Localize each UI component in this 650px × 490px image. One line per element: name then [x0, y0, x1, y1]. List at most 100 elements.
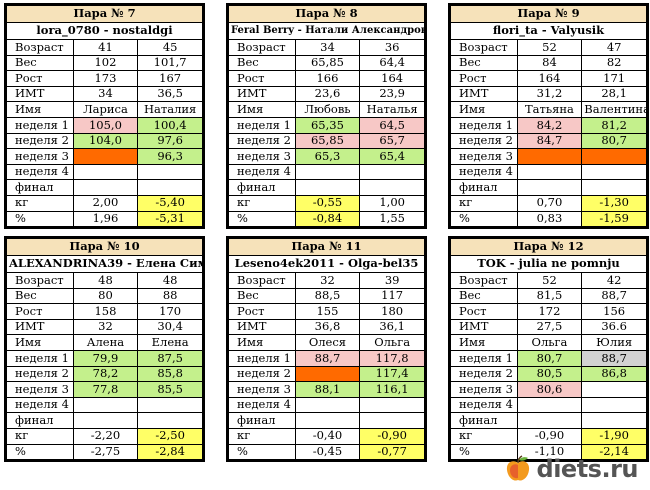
row-label: Возраст	[228, 39, 296, 56]
cell-value: 172	[516, 303, 583, 320]
cell-value: Наталья	[359, 101, 425, 118]
row-week3: неделя 3 96,3	[6, 148, 203, 165]
row-weight: Вес 84 82	[450, 54, 647, 72]
row-week2: неделя 2 104,0 97,6	[6, 132, 203, 150]
cell-value	[72, 412, 139, 429]
row-label: кг	[228, 194, 296, 212]
row-kg: кг -2,20 -2,50	[6, 427, 203, 445]
row-age: Возраст 32 39	[228, 272, 425, 289]
cell-value: -2,50	[137, 427, 203, 445]
cell-value: 180	[359, 303, 425, 320]
cell-value	[581, 148, 647, 165]
row-label: Возраст	[6, 39, 74, 56]
row-week4: неделя 4	[450, 396, 647, 414]
row-label: неделя 2	[6, 132, 74, 150]
row-label: ИМТ	[6, 85, 74, 103]
pair-title: lora_0780 - nostaldgi	[6, 22, 203, 40]
row-week2: неделя 2 65,85 65,7	[228, 132, 425, 150]
cell-value: 117,8	[359, 349, 425, 367]
row-label: неделя 4	[6, 163, 74, 181]
cell-value	[359, 412, 425, 429]
row-pct: % 0,83 -1,59	[450, 210, 647, 228]
pair-title: ALEXANDRINA39 - Елена Симф	[6, 255, 203, 273]
cell-value	[359, 163, 425, 181]
cell-value	[294, 396, 361, 414]
cell-value: 52	[516, 272, 583, 289]
cell-value: 47	[581, 39, 647, 56]
cell-value: -5,31	[137, 210, 203, 228]
cell-value: -0,77	[359, 443, 425, 461]
row-week2: неделя 2 78,2 85,8	[6, 365, 203, 383]
cell-value: 39	[359, 272, 425, 289]
cell-value: Елена	[137, 334, 203, 351]
row-label: неделя 2	[450, 365, 518, 383]
row-final: финал	[228, 179, 425, 196]
row-bmi: ИМТ 31,2 28,1	[450, 85, 647, 103]
row-kg: кг 2,00 -5,40	[6, 194, 203, 212]
row-label: неделя 2	[6, 365, 74, 383]
cell-value: 171	[581, 70, 647, 87]
cell-value	[581, 412, 647, 429]
row-label: неделя 1	[6, 349, 74, 367]
cell-value: 88,7	[294, 349, 361, 367]
row-week2: неделя 2 84,7 80,7	[450, 132, 647, 150]
row-label: Рост	[450, 303, 518, 320]
cell-value: 48	[72, 272, 139, 289]
row-label: Рост	[228, 70, 296, 87]
cell-value	[581, 396, 647, 414]
cell-value: 155	[294, 303, 361, 320]
row-height: Рост 158 170	[6, 303, 203, 320]
row-week4: неделя 4	[450, 163, 647, 181]
row-week3: неделя 3 77,8 85,5	[6, 381, 203, 398]
row-label: Вес	[228, 287, 296, 305]
row-week3: неделя 3 65,3 65,4	[228, 148, 425, 165]
row-label: неделя 4	[6, 396, 74, 414]
row-label: Возраст	[450, 39, 518, 56]
row-week3: неделя 3	[450, 148, 647, 165]
row-label: Рост	[6, 303, 74, 320]
row-bmi: ИМТ 34 36,5	[6, 85, 203, 103]
cell-value: 28,1	[581, 85, 647, 103]
cell-value: 48	[137, 272, 203, 289]
row-height: Рост 166 164	[228, 70, 425, 87]
row-final: финал	[228, 412, 425, 429]
row-week1: неделя 1 79,9 87,5	[6, 349, 203, 367]
cell-value	[581, 163, 647, 181]
row-label: финал	[228, 179, 296, 196]
row-height: Рост 155 180	[228, 303, 425, 320]
row-label: неделя 2	[450, 132, 518, 150]
row-week2: неделя 2 117,4	[228, 365, 425, 383]
row-label: Имя	[450, 334, 518, 351]
cell-value: 87,5	[137, 349, 203, 367]
row-pct: % -1,10 -2,14	[450, 443, 647, 461]
row-label: Вес	[228, 54, 296, 72]
cell-value: 80,7	[581, 132, 647, 150]
row-week4: неделя 4	[228, 396, 425, 414]
cell-value: 0,83	[516, 210, 583, 228]
cell-value: 104,0	[72, 132, 139, 150]
cell-value: 45	[137, 39, 203, 56]
cell-value: Лариса	[72, 101, 139, 118]
row-pct: % -0,84 1,55	[228, 210, 425, 228]
cell-value: -1,59	[581, 210, 647, 228]
cell-value: 36.6	[581, 318, 647, 336]
cell-value: Татьяна	[516, 101, 583, 118]
row-label: неделя 3	[228, 381, 296, 398]
cell-value	[581, 179, 647, 196]
cell-value: 31,2	[516, 85, 583, 103]
cell-value: Алена	[72, 334, 139, 351]
row-week1: неделя 1 105,0 100,4	[6, 116, 203, 134]
cell-value: -2,84	[137, 443, 203, 461]
row-label: неделя 3	[6, 148, 74, 165]
row-label: Имя	[450, 101, 518, 118]
row-label: Возраст	[228, 272, 296, 289]
row-label: %	[228, 210, 296, 228]
row-final: финал	[450, 412, 647, 429]
row-label: Имя	[6, 101, 74, 118]
row-name: Имя Любовь Наталья	[228, 101, 425, 118]
cell-value: 77,8	[72, 381, 139, 398]
cell-value: 78,2	[72, 365, 139, 383]
cell-value: 170	[137, 303, 203, 320]
row-label: неделя 4	[450, 163, 518, 181]
cell-value	[581, 381, 647, 398]
